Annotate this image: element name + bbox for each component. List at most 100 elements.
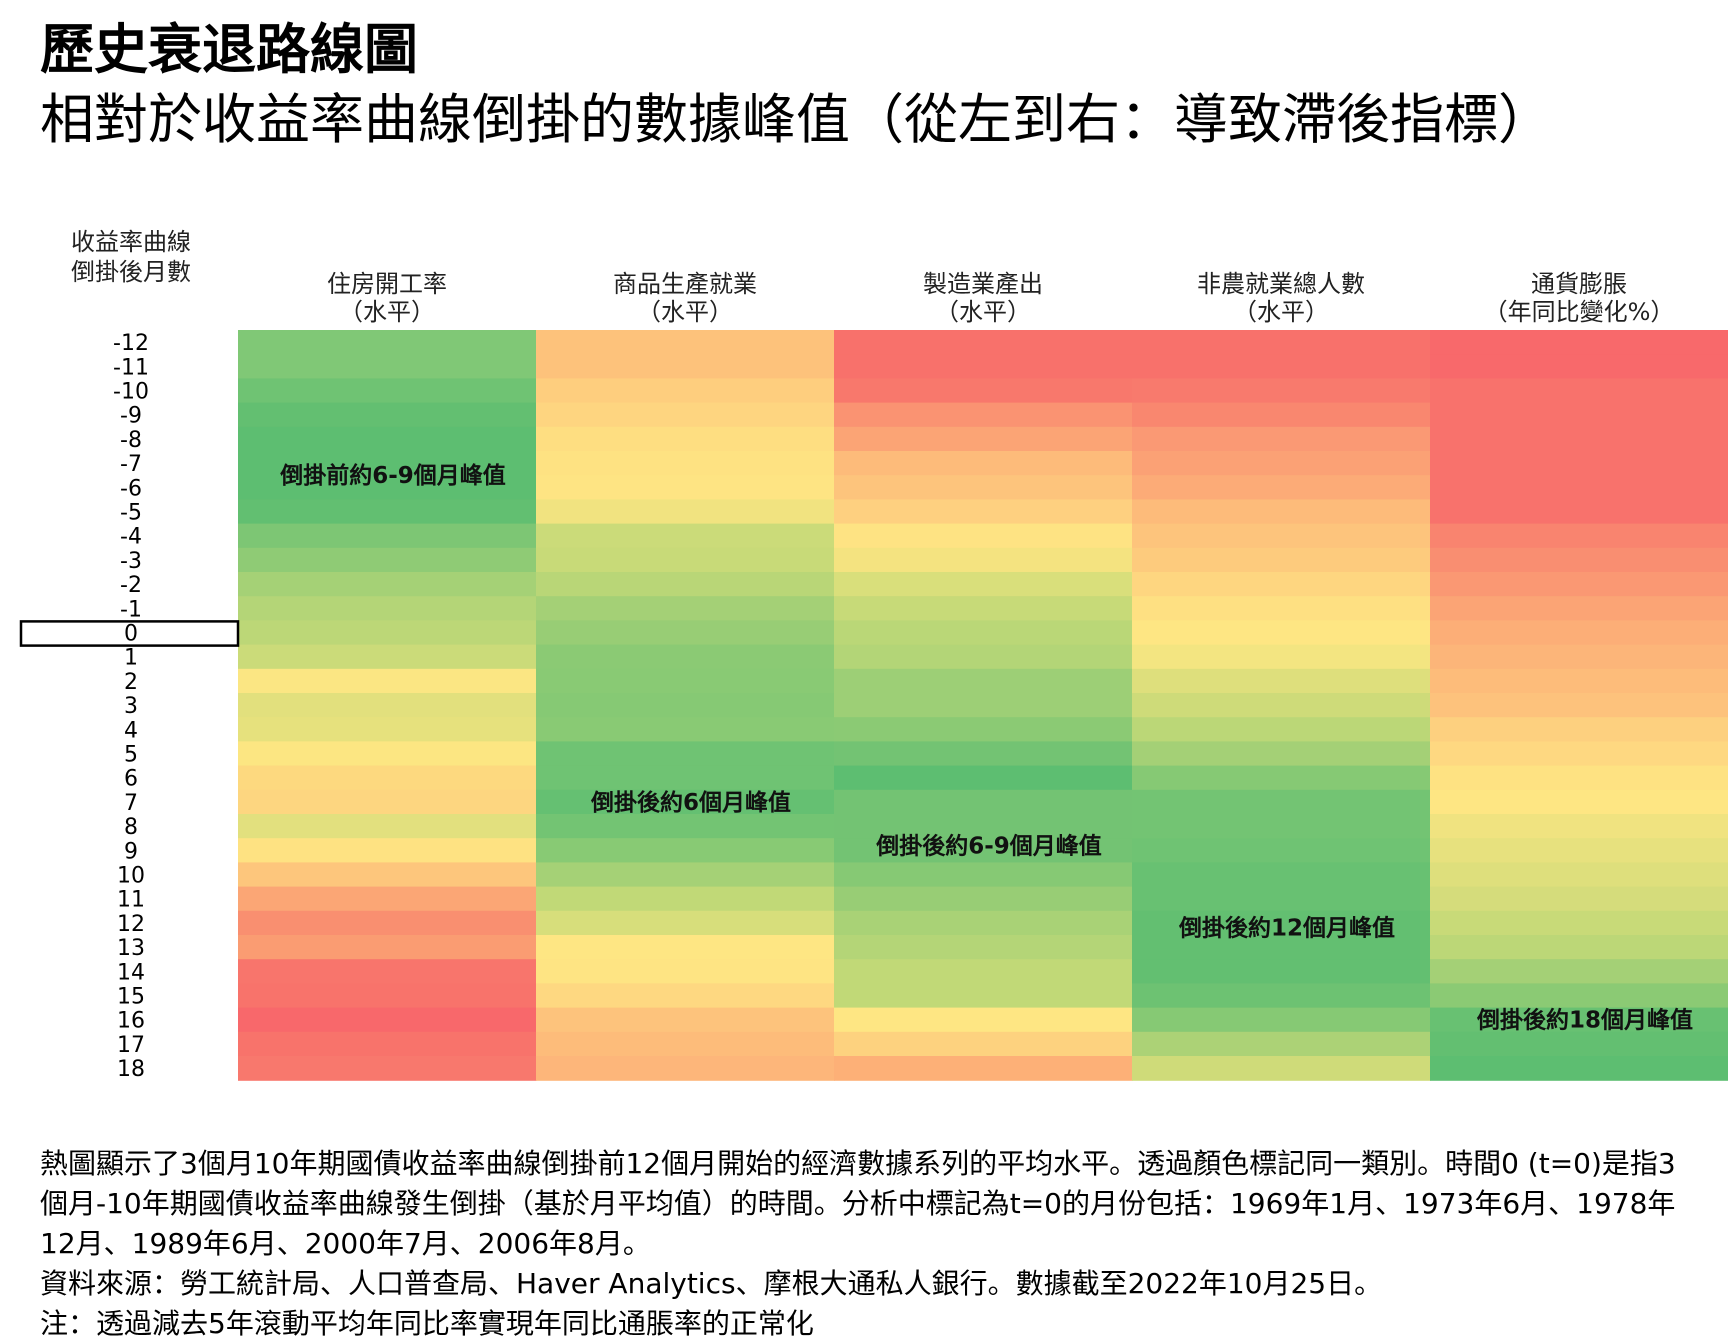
- heatmap-cell: [238, 789, 537, 815]
- column-subheader: （水平）: [339, 298, 435, 326]
- heatmap-cell: [536, 886, 835, 912]
- column-subheader: （年同比變化%）: [1484, 298, 1675, 326]
- row-tick-label: 2: [124, 670, 138, 695]
- column-header: 住房開工率: [327, 270, 447, 298]
- heatmap-cell: [238, 620, 537, 646]
- heatmap-cell: [536, 499, 835, 525]
- heatmap-cell: [536, 451, 835, 476]
- peak-annotation: 倒掛後約18個月峰值: [1476, 1007, 1693, 1034]
- footnotes: 熱圖顯示了3個月10年期國債收益率曲線倒掛前12個月開始的經濟數據系列的平均水平…: [40, 1144, 1680, 1344]
- row-tick-label: 16: [117, 1009, 145, 1034]
- heatmap-cell: [238, 717, 537, 742]
- heatmap-cell: [834, 693, 1133, 718]
- heatmap-cell: [536, 1056, 835, 1081]
- heatmap-cell: [1132, 426, 1431, 452]
- column-header: 通貨膨脹: [1531, 270, 1627, 298]
- heatmap-cell: [238, 475, 537, 500]
- row-tick-label: -12: [113, 331, 149, 356]
- column-subheader: （水平）: [935, 298, 1031, 326]
- heatmap-cell: [536, 959, 835, 984]
- row-tick-label: 12: [117, 912, 145, 937]
- heatmap-cell: [1430, 838, 1728, 863]
- heatmap-cell: [536, 1031, 835, 1057]
- row-tick-label: -6: [120, 476, 142, 501]
- heatmap-cell: [238, 935, 537, 960]
- heatmap-cell: [1430, 765, 1728, 791]
- heatmap-cell: [536, 765, 835, 791]
- heatmap-cell: [834, 354, 1133, 379]
- heatmap-cell: [834, 789, 1133, 815]
- heatmap-cell: [1132, 499, 1431, 525]
- highlighted-row-box: [19, 620, 240, 647]
- heatmap-cell: [1430, 741, 1728, 767]
- heatmap-cell: [238, 1007, 537, 1033]
- peak-annotation: 倒掛前約6-9個月峰值: [279, 462, 506, 489]
- heatmap-cell: [536, 717, 835, 742]
- row-tick-label: -5: [120, 501, 142, 526]
- heatmap-cell: [1430, 402, 1728, 428]
- row-axis-label: 收益率曲線: [71, 228, 191, 256]
- row-tick-label: 8: [124, 815, 138, 840]
- heatmap-cell: [238, 693, 537, 718]
- heatmap-cell: [1132, 717, 1431, 742]
- peak-annotation: 倒掛後約6個月峰值: [590, 789, 791, 816]
- heatmap-cell: [238, 378, 537, 404]
- heatmap-cell: [238, 354, 537, 379]
- footnote-description: 熱圖顯示了3個月10年期國債收益率曲線倒掛前12個月開始的經濟數據系列的平均水平…: [40, 1147, 1676, 1260]
- peak-annotation: 倒掛後約12個月峰值: [1178, 915, 1395, 942]
- heatmap-cell: [238, 426, 537, 452]
- heatmap-cell: [536, 378, 835, 404]
- heatmap-cell: [238, 330, 537, 355]
- heatmap-cell: [536, 838, 835, 863]
- heatmap-cell: [1132, 378, 1431, 404]
- heatmap-cell: [1132, 572, 1431, 597]
- row-tick-label: 17: [117, 1033, 145, 1058]
- row-tick-label: -9: [120, 404, 142, 429]
- heatmap-cell: [1430, 983, 1728, 1009]
- heatmap-cell: [1132, 475, 1431, 500]
- heatmap-cell: [536, 693, 835, 718]
- row-tick-label: 7: [124, 791, 138, 816]
- heatmap-cell: [1132, 814, 1431, 839]
- heatmap-cell: [834, 741, 1133, 767]
- row-tick-label: 1: [124, 646, 138, 671]
- heatmap-cell: [834, 717, 1133, 742]
- heatmap-cell: [238, 765, 537, 791]
- row-tick-label: 18: [117, 1057, 145, 1082]
- heatmap-cell: [834, 475, 1133, 500]
- heatmap-cell: [1430, 814, 1728, 839]
- heatmap-cell: [834, 523, 1133, 549]
- heatmap-cell: [238, 499, 537, 525]
- heatmap-cell: [536, 935, 835, 960]
- heatmap-cell: [536, 910, 835, 936]
- row-tick-label: -4: [120, 525, 142, 550]
- row-tick-label: -7: [120, 452, 142, 477]
- row-axis-label: 倒掛後月數: [71, 258, 191, 286]
- column-header: 非農就業總人數: [1197, 270, 1365, 298]
- heatmap-cell: [1430, 426, 1728, 452]
- heatmap-cell: [1430, 1056, 1728, 1081]
- heatmap-cell: [1132, 983, 1431, 1009]
- heatmap-cell: [536, 668, 835, 694]
- heatmap-cell: [1430, 789, 1728, 815]
- heatmap-cell: [834, 620, 1133, 646]
- heatmap-cell: [834, 1056, 1133, 1081]
- heatmap-cell: [1430, 523, 1728, 549]
- heatmap-cell: [1430, 354, 1728, 379]
- row-tick-label: 4: [124, 718, 138, 743]
- heatmap-cell: [1132, 354, 1431, 379]
- peak-annotation: 倒掛後約6-9個月峰值: [875, 832, 1102, 859]
- heatmap-cell: [1132, 330, 1431, 355]
- heatmap-cell: [834, 862, 1133, 888]
- heatmap-cell: [536, 547, 835, 573]
- heatmap-cell: [834, 644, 1133, 670]
- heatmap-cell: [536, 814, 835, 839]
- heatmap-cell: [238, 402, 537, 428]
- row-tick-label: -8: [120, 428, 142, 453]
- heatmap-cell: [536, 475, 835, 500]
- heatmap-cell: [1430, 910, 1728, 936]
- heatmap-cell: [1430, 1031, 1728, 1057]
- heatmap-cell: [536, 523, 835, 549]
- heatmap-cell: [1132, 838, 1431, 863]
- heatmap-cell: [238, 451, 537, 476]
